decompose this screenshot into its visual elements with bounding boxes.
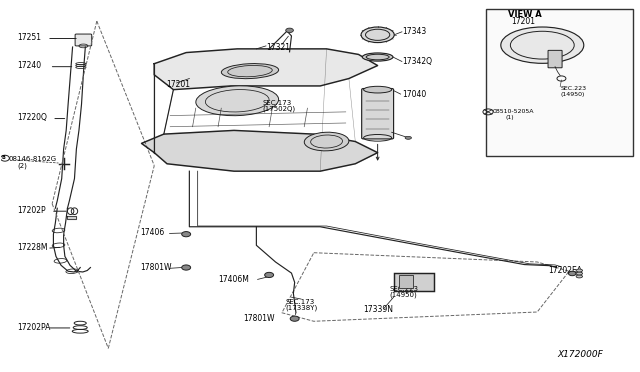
Ellipse shape [196, 86, 278, 116]
Text: 17343: 17343 [402, 26, 426, 36]
FancyBboxPatch shape [75, 34, 92, 46]
Text: 17201: 17201 [511, 17, 536, 26]
Text: VIEW A: VIEW A [508, 10, 542, 19]
Ellipse shape [285, 28, 293, 33]
Text: 17251: 17251 [18, 33, 42, 42]
Text: (14950): (14950) [560, 92, 584, 97]
Ellipse shape [362, 53, 393, 61]
Ellipse shape [576, 275, 582, 278]
Ellipse shape [265, 272, 274, 278]
Ellipse shape [576, 272, 582, 275]
Text: 17202EA: 17202EA [548, 266, 582, 275]
Text: B: B [1, 155, 5, 160]
Text: 17406M: 17406M [218, 275, 249, 284]
Ellipse shape [568, 271, 576, 276]
Text: 17321: 17321 [266, 42, 290, 51]
Text: (1): (1) [505, 115, 514, 120]
Polygon shape [154, 49, 378, 90]
Ellipse shape [290, 316, 299, 321]
Text: SEC.173: SEC.173 [285, 299, 314, 305]
Ellipse shape [501, 27, 584, 63]
Text: (17502Q): (17502Q) [263, 105, 296, 112]
Ellipse shape [361, 27, 394, 42]
Text: 17202PA: 17202PA [18, 323, 51, 332]
FancyBboxPatch shape [548, 50, 562, 68]
Text: 08510-5205A: 08510-5205A [493, 109, 534, 114]
Text: (14950): (14950) [390, 291, 417, 298]
Text: 17220Q: 17220Q [18, 113, 47, 122]
Text: 17801W: 17801W [140, 263, 172, 272]
Polygon shape [67, 217, 76, 219]
Ellipse shape [405, 137, 412, 139]
Text: 17801W: 17801W [244, 314, 275, 323]
Text: 17202P: 17202P [18, 206, 46, 215]
Ellipse shape [364, 86, 392, 93]
Ellipse shape [221, 64, 278, 78]
Text: 17342Q: 17342Q [402, 57, 432, 66]
FancyBboxPatch shape [362, 89, 394, 139]
Text: 17201: 17201 [166, 80, 189, 89]
Bar [486, 9, 633, 156]
Ellipse shape [182, 232, 191, 237]
Ellipse shape [182, 265, 191, 270]
Ellipse shape [304, 132, 349, 151]
Text: 17040: 17040 [402, 90, 426, 99]
Text: 17228M: 17228M [18, 243, 48, 252]
Text: SEC.223: SEC.223 [560, 86, 586, 92]
Polygon shape [141, 131, 378, 171]
Text: X172000F: X172000F [557, 350, 604, 359]
Text: SEC.223: SEC.223 [390, 286, 419, 292]
Text: 17339N: 17339N [363, 305, 393, 314]
Bar [394, 273, 434, 291]
Text: (2): (2) [18, 162, 28, 169]
Ellipse shape [576, 269, 582, 272]
Text: (17338Y): (17338Y) [285, 304, 317, 311]
Text: 08146-8162G: 08146-8162G [8, 155, 56, 161]
Text: 17406: 17406 [140, 228, 164, 237]
Text: SEC.173: SEC.173 [263, 100, 292, 106]
Text: 17240: 17240 [18, 61, 42, 70]
Bar [399, 275, 413, 288]
